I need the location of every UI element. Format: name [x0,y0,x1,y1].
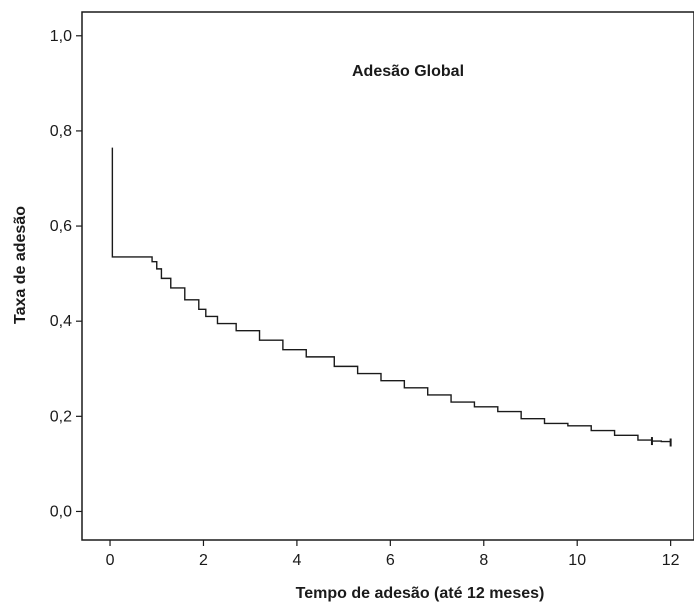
y-tick-label: 0,4 [50,313,72,330]
x-tick-label: 4 [292,552,301,569]
x-tick-label: 0 [106,552,115,569]
x-axis: 0 2 4 6 8 10 12 [106,540,680,569]
survival-step-line [111,147,672,443]
x-tick-label: 2 [199,552,208,569]
y-tick-label: 0,0 [50,503,72,520]
x-tick-label: 6 [386,552,395,569]
x-tick-label: 10 [568,552,586,569]
chart-title: Adesão Global [352,63,464,80]
series-layer [111,147,672,447]
y-tick-label: 0,8 [50,123,72,140]
x-tick-label: 8 [479,552,488,569]
x-tick-label: 12 [662,552,680,569]
y-axis: 0,0 0,2 0,4 0,6 0,8 1,0 [50,28,82,520]
y-tick-label: 0,6 [50,218,72,235]
plot-frame [81,11,694,541]
y-tick-label: 0,2 [50,408,72,425]
x-axis-title: Tempo de adesão (até 12 meses) [296,585,545,602]
y-tick-label: 1,0 [50,28,72,45]
y-axis-title: Taxa de adesão [12,206,29,324]
